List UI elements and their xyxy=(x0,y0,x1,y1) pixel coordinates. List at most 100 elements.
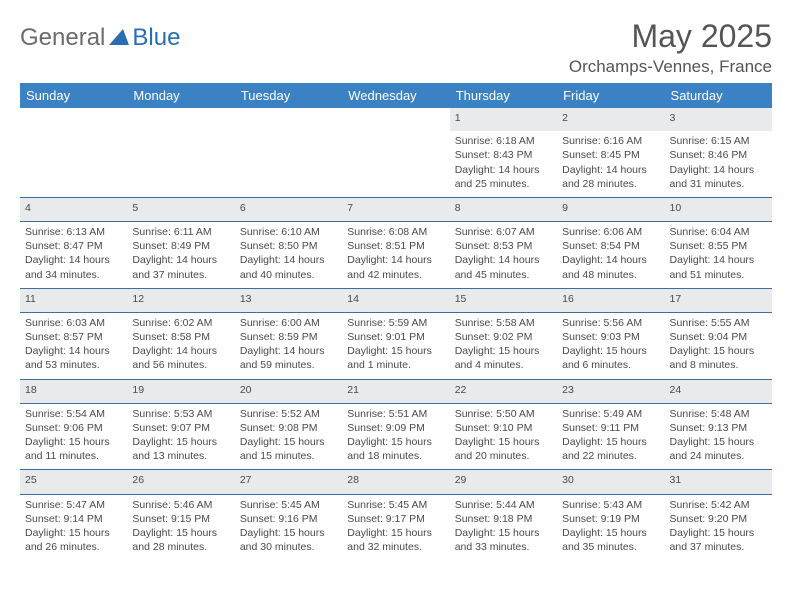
day-number: 3 xyxy=(665,108,772,131)
daylight-text: Daylight: 15 hours and 11 minutes. xyxy=(25,435,122,463)
weekday-header: Thursday xyxy=(450,83,557,108)
sunset-text: Sunset: 9:15 PM xyxy=(132,512,229,526)
sunrise-text: Sunrise: 5:54 AM xyxy=(25,407,122,421)
day-number: 11 xyxy=(20,288,127,312)
day-number: 21 xyxy=(342,379,449,403)
daylight-text: Daylight: 15 hours and 6 minutes. xyxy=(562,344,659,372)
sunset-text: Sunset: 9:09 PM xyxy=(347,421,444,435)
day-number: 29 xyxy=(450,470,557,494)
daynum-row: 45678910 xyxy=(20,197,772,221)
sunrise-text: Sunrise: 5:49 AM xyxy=(562,407,659,421)
sunset-text: Sunset: 9:17 PM xyxy=(347,512,444,526)
sunset-text: Sunset: 8:49 PM xyxy=(132,239,229,253)
day-number: 18 xyxy=(20,379,127,403)
sunset-text: Sunset: 9:13 PM xyxy=(670,421,767,435)
day-number: 23 xyxy=(557,379,664,403)
title-month: May 2025 xyxy=(569,18,772,55)
day-cell: Sunrise: 5:42 AMSunset: 9:20 PMDaylight:… xyxy=(665,494,772,560)
day-number xyxy=(127,108,234,131)
daylight-text: Daylight: 15 hours and 1 minute. xyxy=(347,344,444,372)
day-cell: Sunrise: 5:45 AMSunset: 9:17 PMDaylight:… xyxy=(342,494,449,560)
sunrise-text: Sunrise: 6:03 AM xyxy=(25,316,122,330)
day-number: 28 xyxy=(342,470,449,494)
day-number: 8 xyxy=(450,197,557,221)
day-number: 26 xyxy=(127,470,234,494)
daynum-row: 123 xyxy=(20,108,772,131)
sunrise-text: Sunrise: 6:06 AM xyxy=(562,225,659,239)
day-number: 2 xyxy=(557,108,664,131)
day-cell: Sunrise: 6:02 AMSunset: 8:58 PMDaylight:… xyxy=(127,312,234,379)
sunset-text: Sunset: 9:19 PM xyxy=(562,512,659,526)
daylight-text: Daylight: 15 hours and 33 minutes. xyxy=(455,526,552,554)
sunrise-text: Sunrise: 6:16 AM xyxy=(562,134,659,148)
day-number: 30 xyxy=(557,470,664,494)
sunset-text: Sunset: 8:55 PM xyxy=(670,239,767,253)
day-cell xyxy=(127,131,234,197)
sunrise-text: Sunrise: 5:45 AM xyxy=(347,498,444,512)
day-cell: Sunrise: 5:50 AMSunset: 9:10 PMDaylight:… xyxy=(450,403,557,470)
sunset-text: Sunset: 9:20 PM xyxy=(670,512,767,526)
daylight-text: Daylight: 15 hours and 8 minutes. xyxy=(670,344,767,372)
calendar-table: Sunday Monday Tuesday Wednesday Thursday… xyxy=(20,83,772,560)
day-number: 6 xyxy=(235,197,342,221)
sunset-text: Sunset: 9:02 PM xyxy=(455,330,552,344)
daylight-text: Daylight: 14 hours and 31 minutes. xyxy=(670,163,767,191)
sunset-text: Sunset: 9:01 PM xyxy=(347,330,444,344)
sunrise-text: Sunrise: 5:47 AM xyxy=(25,498,122,512)
day-number: 9 xyxy=(557,197,664,221)
day-cell: Sunrise: 5:56 AMSunset: 9:03 PMDaylight:… xyxy=(557,312,664,379)
weekday-header: Wednesday xyxy=(342,83,449,108)
sunrise-text: Sunrise: 5:51 AM xyxy=(347,407,444,421)
day-cell: Sunrise: 5:54 AMSunset: 9:06 PMDaylight:… xyxy=(20,403,127,470)
daylight-text: Daylight: 15 hours and 26 minutes. xyxy=(25,526,122,554)
sunset-text: Sunset: 9:03 PM xyxy=(562,330,659,344)
week-row: Sunrise: 6:13 AMSunset: 8:47 PMDaylight:… xyxy=(20,222,772,289)
daylight-text: Daylight: 14 hours and 48 minutes. xyxy=(562,253,659,281)
logo-triangle-icon xyxy=(109,24,129,52)
daylight-text: Daylight: 15 hours and 32 minutes. xyxy=(347,526,444,554)
day-cell: Sunrise: 6:10 AMSunset: 8:50 PMDaylight:… xyxy=(235,222,342,289)
day-cell: Sunrise: 6:00 AMSunset: 8:59 PMDaylight:… xyxy=(235,312,342,379)
daylight-text: Daylight: 15 hours and 22 minutes. xyxy=(562,435,659,463)
sunset-text: Sunset: 8:46 PM xyxy=(670,148,767,162)
day-cell: Sunrise: 6:08 AMSunset: 8:51 PMDaylight:… xyxy=(342,222,449,289)
daylight-text: Daylight: 14 hours and 34 minutes. xyxy=(25,253,122,281)
weekday-header: Sunday xyxy=(20,83,127,108)
sunrise-text: Sunrise: 5:50 AM xyxy=(455,407,552,421)
weekday-header: Friday xyxy=(557,83,664,108)
daylight-text: Daylight: 15 hours and 24 minutes. xyxy=(670,435,767,463)
day-number: 16 xyxy=(557,288,664,312)
weekday-header: Monday xyxy=(127,83,234,108)
daylight-text: Daylight: 14 hours and 25 minutes. xyxy=(455,163,552,191)
daylight-text: Daylight: 14 hours and 53 minutes. xyxy=(25,344,122,372)
brand-part2: Blue xyxy=(132,24,180,52)
day-number xyxy=(20,108,127,131)
sunrise-text: Sunrise: 6:00 AM xyxy=(240,316,337,330)
daylight-text: Daylight: 15 hours and 37 minutes. xyxy=(670,526,767,554)
day-cell: Sunrise: 5:49 AMSunset: 9:11 PMDaylight:… xyxy=(557,403,664,470)
day-cell: Sunrise: 5:44 AMSunset: 9:18 PMDaylight:… xyxy=(450,494,557,560)
sunrise-text: Sunrise: 6:10 AM xyxy=(240,225,337,239)
sunset-text: Sunset: 9:16 PM xyxy=(240,512,337,526)
sunrise-text: Sunrise: 5:58 AM xyxy=(455,316,552,330)
day-number: 17 xyxy=(665,288,772,312)
sunset-text: Sunset: 8:53 PM xyxy=(455,239,552,253)
sunset-text: Sunset: 8:59 PM xyxy=(240,330,337,344)
day-number: 24 xyxy=(665,379,772,403)
day-cell: Sunrise: 6:03 AMSunset: 8:57 PMDaylight:… xyxy=(20,312,127,379)
day-cell: Sunrise: 5:55 AMSunset: 9:04 PMDaylight:… xyxy=(665,312,772,379)
sunset-text: Sunset: 9:11 PM xyxy=(562,421,659,435)
day-number: 20 xyxy=(235,379,342,403)
day-cell: Sunrise: 6:07 AMSunset: 8:53 PMDaylight:… xyxy=(450,222,557,289)
daylight-text: Daylight: 15 hours and 28 minutes. xyxy=(132,526,229,554)
day-cell: Sunrise: 5:52 AMSunset: 9:08 PMDaylight:… xyxy=(235,403,342,470)
sunset-text: Sunset: 8:43 PM xyxy=(455,148,552,162)
day-cell: Sunrise: 6:11 AMSunset: 8:49 PMDaylight:… xyxy=(127,222,234,289)
sunset-text: Sunset: 9:07 PM xyxy=(132,421,229,435)
day-number: 5 xyxy=(127,197,234,221)
daylight-text: Daylight: 15 hours and 18 minutes. xyxy=(347,435,444,463)
day-cell: Sunrise: 6:04 AMSunset: 8:55 PMDaylight:… xyxy=(665,222,772,289)
daylight-text: Daylight: 14 hours and 59 minutes. xyxy=(240,344,337,372)
day-number: 10 xyxy=(665,197,772,221)
day-cell: Sunrise: 6:18 AMSunset: 8:43 PMDaylight:… xyxy=(450,131,557,197)
